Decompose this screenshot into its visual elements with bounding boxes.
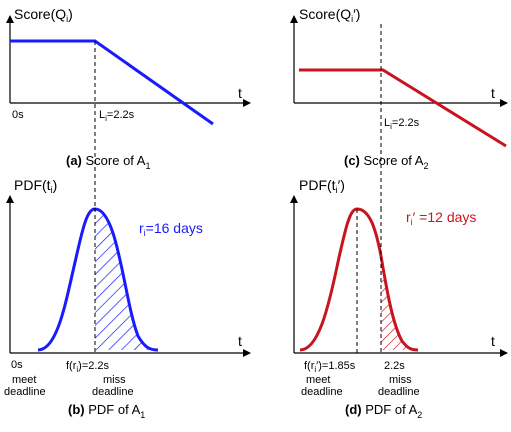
panel-d-hatched-area — [381, 256, 418, 350]
panel-d-meet-label: meet deadline — [301, 374, 343, 398]
panel-b-origin-label: 0s — [11, 359, 23, 371]
panel-b-meet-label: meet deadline — [4, 374, 46, 398]
panel-c-score-line — [299, 68, 507, 148]
panel-a-li-label: Li=2.2s — [99, 109, 135, 123]
panel-a-score-a1: Score(Qi) t 0s Li=2.2s (a) Score of A1 — [6, 6, 251, 208]
panel-d-r-label: ri′ =12 days — [406, 209, 476, 227]
panel-a-y-label: Score(Qi) — [14, 6, 73, 24]
panel-c-caption: (c) Score of A2 — [344, 153, 429, 171]
panel-d-deadline-label: 2.2s — [384, 360, 405, 372]
panel-b-caption: (b) PDF of A1 — [68, 402, 145, 420]
panel-d-pdf-a2: PDF(ti′) t ri′ =12 days f(ri′)=1.85s 2.2… — [290, 177, 508, 420]
panel-d-f-label: f(ri′)=1.85s — [304, 360, 356, 374]
panel-b-pdf-a1: PDF(ti) t ri=16 days 0s f(ri)=2.2s meet d… — [4, 177, 251, 420]
panel-d-miss-label: miss deadline — [378, 374, 420, 398]
panel-c-score-a2: Score(Qi′) t Li=2.2s (c) Score of A2 — [290, 6, 508, 208]
panel-a-x-label: t — [238, 85, 242, 101]
panel-d-x-label: t — [491, 333, 495, 349]
panel-c-li-label: Li=2.2s — [384, 117, 420, 131]
panel-b-hatched-area — [95, 209, 158, 350]
panel-b-f-label: f(ri)=2.2s — [66, 360, 110, 374]
panel-d-pdf-curve — [299, 207, 419, 352]
panel-a-caption: (a) Score of A1 — [66, 153, 151, 171]
panel-c-x-label: t — [491, 85, 495, 101]
panel-c-y-label: Score(Qi′) — [299, 6, 360, 24]
panel-b-y-label: PDF(ti) — [14, 177, 57, 195]
panel-b-x-label: t — [238, 333, 242, 349]
panel-d-caption: (d) PDF of A2 — [345, 402, 422, 420]
panel-a-origin-label: 0s — [12, 109, 24, 121]
panel-d-y-label: PDF(ti′) — [299, 177, 345, 195]
panel-b-r-label: ri=16 days — [139, 220, 203, 238]
panel-b-miss-label: miss deadline — [92, 374, 134, 398]
